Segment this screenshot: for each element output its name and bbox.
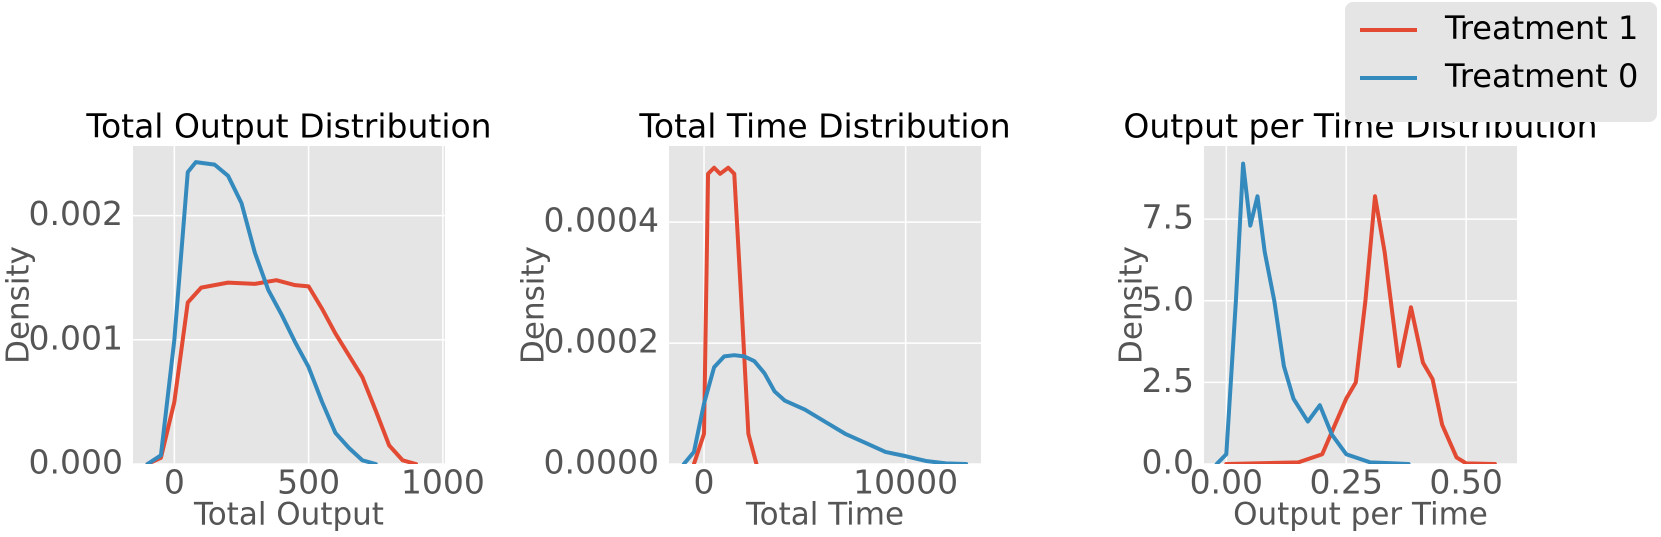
plot-area: [1204, 146, 1517, 464]
legend-label: Treatment 1: [1444, 9, 1638, 47]
x-tick-label: 1000: [401, 463, 485, 502]
y-tick-label: 2.5: [1142, 361, 1194, 400]
x-tick-label: 0.50: [1429, 463, 1502, 502]
kde-line: [145, 160, 378, 464]
y-tick-label: 0.000: [29, 443, 123, 482]
kde-line: [145, 278, 418, 464]
x-tick-label: 0: [694, 463, 715, 502]
y-tick-label: 7.5: [1142, 198, 1194, 237]
x-axis-label: Total Output: [193, 497, 384, 533]
x-axis-label: Output per Time: [1233, 497, 1488, 533]
x-tick-label: 0: [164, 463, 185, 502]
x-tick-label: 500: [277, 463, 340, 502]
y-tick-label: 0.0004: [544, 201, 659, 240]
plot-area: [133, 146, 445, 464]
y-tick-label: 0.0002: [544, 322, 659, 361]
y-tick-label: 0.0: [1142, 443, 1194, 482]
chart-title: Total Time Distribution: [638, 107, 1010, 146]
y-tick-label: 0.0000: [544, 443, 659, 482]
chart-title: Total Output Distribution: [85, 107, 491, 146]
kde-line: [1214, 161, 1411, 464]
legend-box: [1345, 2, 1657, 122]
legend: Treatment 1 Treatment 0: [1345, 2, 1657, 122]
y-axis-label: Density: [516, 246, 552, 364]
x-tick-label: 10000: [853, 463, 958, 502]
plot-area: [669, 146, 981, 464]
y-axis-label: Density: [1, 246, 37, 364]
x-tick-label: 0.00: [1190, 463, 1263, 502]
kde-line: [681, 353, 969, 464]
legend-label: Treatment 0: [1444, 57, 1638, 95]
y-tick-label: 5.0: [1142, 279, 1194, 318]
y-tick-label: 0.001: [29, 318, 123, 357]
x-axis-label: Total Time: [745, 497, 904, 533]
kde-line: [1224, 194, 1497, 464]
x-tick-label: 0.25: [1309, 463, 1382, 502]
y-axis-label: Density: [1114, 246, 1150, 364]
y-tick-label: 0.002: [29, 194, 123, 233]
